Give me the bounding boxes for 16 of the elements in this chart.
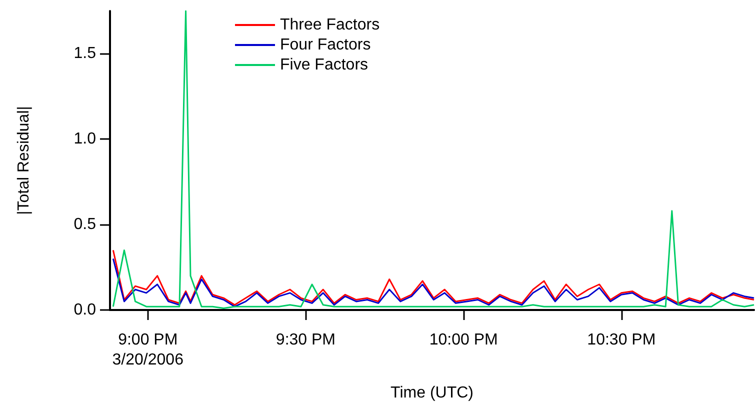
x-tick-label: 9:00 PM 3/20/2006 [112, 332, 184, 368]
y-tick-label: 0.5 [74, 216, 96, 234]
legend-label: Four Factors [280, 36, 371, 54]
y-tick-label: 1.5 [74, 45, 96, 62]
line-series [112, 249, 755, 306]
y-tick-label: 0.0 [74, 302, 96, 318]
x-tick-label: 10:00 PM [429, 332, 498, 348]
line-series [112, 258, 755, 308]
line-series [112, 10, 755, 310]
x-tick-label: 9:30 PM [276, 332, 336, 348]
y-axis-title: |Total Residual| [16, 106, 32, 215]
x-axis-title: Time (UTC) [390, 384, 474, 402]
legend-label: Five Factors [280, 56, 368, 74]
y-tick-label: 1.0 [74, 130, 96, 148]
legend-label: Three Factors [280, 16, 380, 34]
x-tick-label: 10:30 PM [587, 332, 656, 348]
